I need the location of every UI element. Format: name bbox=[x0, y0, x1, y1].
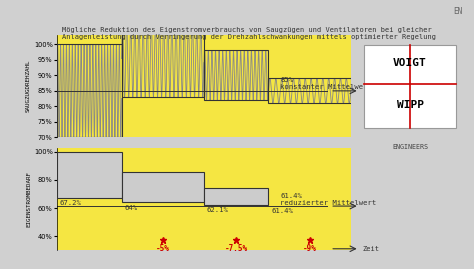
Bar bbox=[57, 44, 121, 137]
Text: 62.1%: 62.1% bbox=[207, 207, 228, 213]
FancyBboxPatch shape bbox=[364, 45, 456, 128]
Text: Zeit: Zeit bbox=[363, 246, 380, 252]
Y-axis label: EIGENSTROMBEDARF: EIGENSTROMBEDARF bbox=[26, 171, 31, 227]
Text: VOIGT: VOIGT bbox=[393, 58, 427, 69]
Text: -5%: -5% bbox=[156, 244, 170, 253]
Text: -7.5%: -7.5% bbox=[225, 244, 248, 253]
Y-axis label: SAUGZUGDREHZAHL: SAUGZUGDREHZAHL bbox=[26, 60, 31, 112]
Text: EN: EN bbox=[453, 7, 462, 16]
Text: 67.2%: 67.2% bbox=[60, 200, 82, 206]
Text: 64%: 64% bbox=[125, 204, 137, 211]
Text: -9%: -9% bbox=[303, 244, 317, 253]
Text: 61.4%
reduzierter Mittelwert: 61.4% reduzierter Mittelwert bbox=[280, 193, 376, 206]
Text: Mögliche Reduktion des Eigenstromverbrauchs von Saugzügen und Ventilatoren bei g: Mögliche Reduktion des Eigenstromverbrau… bbox=[62, 27, 436, 40]
Text: ENGINEERS: ENGINEERS bbox=[392, 144, 428, 150]
Bar bbox=[121, 172, 204, 203]
Bar bbox=[204, 51, 268, 100]
Text: 85%
konstanter Mittelwert: 85% konstanter Mittelwert bbox=[280, 77, 372, 90]
Bar bbox=[121, 23, 204, 97]
Bar bbox=[204, 188, 268, 205]
Text: WIPP: WIPP bbox=[397, 100, 423, 110]
Text: 61.4%: 61.4% bbox=[272, 208, 293, 214]
Bar bbox=[57, 152, 121, 198]
Bar bbox=[268, 79, 351, 103]
